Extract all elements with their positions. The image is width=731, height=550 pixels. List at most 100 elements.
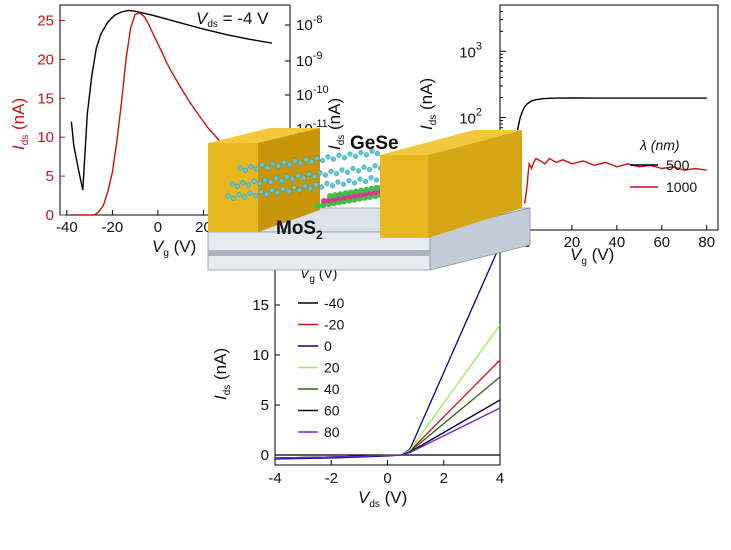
gese-layer (225, 148, 395, 201)
gese-atom (317, 170, 323, 176)
gese-atom (269, 187, 275, 194)
panel-b-x-tick-label: 40 (609, 234, 626, 251)
panel-b-x-label: Vg (V) (570, 245, 614, 267)
gese-atom (284, 174, 290, 180)
gese-atom (230, 195, 237, 201)
panel-c-series-line-5 (274, 399, 501, 459)
panel-a-y-label: Ids (nA) (9, 98, 31, 150)
gese-atom (344, 169, 351, 175)
panel-c-y-tick-label: 5 (261, 397, 269, 414)
panel-c-legend-entry: 40 (324, 381, 340, 397)
gese-atom (245, 182, 252, 188)
gese-atom (296, 187, 303, 193)
panel-c-y-tick-label: 10 (252, 347, 269, 364)
gese-atom (291, 185, 297, 191)
gese-atom (363, 152, 370, 158)
gese-atom (242, 167, 249, 173)
panel-c-series (274, 244, 501, 460)
gese-atom (270, 161, 276, 167)
gese-atom (274, 190, 281, 196)
panel-c-x-tick-label: 0 (383, 470, 391, 487)
gese-atom (295, 173, 301, 179)
panel-b-legend-entry: 500 (666, 157, 690, 173)
panel-a-y2-tick-label: 10-8 (296, 14, 322, 34)
panel-a-y-tick-label: 10 (37, 129, 54, 146)
mos2-atom (368, 185, 375, 192)
gese-atom (259, 162, 265, 168)
panel-b-series (512, 97, 707, 204)
panel-c-legend-entry: -20 (324, 317, 344, 333)
panel-b-legend-title: λ (nm) (639, 137, 680, 153)
panel-a-frame (59, 4, 291, 216)
gese-atom (328, 168, 334, 175)
mos2-atom (342, 190, 349, 197)
gese-atom (351, 180, 358, 186)
gese-atom (247, 190, 253, 196)
gese-atom (237, 165, 243, 171)
gese-atom (350, 166, 356, 172)
gese-atom (297, 160, 304, 166)
panel-a-y-tick-label: 15 (37, 90, 54, 107)
panel-a-y2-ticks: 10-810-910-1010-11 (285, 14, 329, 138)
mos2-atom (321, 198, 327, 204)
gese-atom (286, 162, 293, 168)
gese-atom (292, 158, 298, 164)
panel-c-x-ticks: -4 -2 0 2 4 (268, 460, 504, 487)
mos2-atom (353, 188, 359, 195)
gese-atom (355, 168, 362, 174)
gese-atom (300, 175, 307, 181)
panel-a-series-line-0 (70, 9, 272, 191)
panel-b-legend: λ (nm) 500 1000 (630, 137, 697, 195)
gese-atom (335, 179, 341, 185)
panel-c-series-line-3 (274, 324, 501, 459)
panel-b-y-label: Ids (nA) (417, 78, 439, 130)
panel-a-series (70, 9, 272, 216)
gese-atom (273, 175, 279, 182)
panel-b-frame (499, 4, 719, 231)
panel-c-legend-entry: -40 (324, 295, 344, 311)
gese-atom (314, 155, 320, 161)
right-electrode-top (380, 130, 522, 155)
panel-b-x-tick-label: 60 (653, 234, 670, 251)
gese-atom (303, 157, 309, 163)
panel-c-y-tick-label: 0 (261, 447, 269, 464)
panel-a-x-tick-label: 0 (154, 219, 162, 236)
panel-a-y-tick-label: 0 (46, 207, 54, 224)
panel-c-series-line-1 (274, 359, 501, 459)
gese-atom (278, 178, 285, 184)
gese-atom (275, 163, 282, 169)
panel-c-legend-entry: 0 (324, 338, 332, 354)
gese-atom (253, 166, 260, 172)
gese-atom (318, 184, 325, 190)
mos2-atom (337, 191, 344, 198)
gese-atom (347, 151, 353, 157)
panel-c-x-tick-label: 2 (440, 470, 448, 487)
gese-atom (325, 154, 331, 160)
gese-atom (302, 183, 308, 189)
gese-atom (352, 153, 359, 159)
panel-c-series-line-6 (274, 407, 501, 459)
gese-atom (267, 179, 274, 185)
gese-atom (225, 193, 231, 199)
panel-c-x-tick-label: 4 (496, 470, 504, 487)
gese-atom (252, 192, 259, 199)
gese-atom (264, 164, 271, 171)
gese-atom (357, 176, 363, 182)
gese-atom (324, 180, 330, 187)
gese-atom (285, 188, 292, 194)
gese-atom (240, 180, 246, 186)
panel-b-series-line-0 (512, 97, 707, 184)
gese-atom (362, 178, 369, 185)
panel-a-y-tick-label: 5 (46, 168, 54, 185)
mos2-atom (373, 184, 380, 191)
gese-atom (262, 177, 268, 183)
panel-b-x-tick-label: 80 (698, 234, 715, 251)
panel-c-x-tick-label: -4 (268, 470, 281, 487)
gese-atom (263, 191, 270, 197)
panel-c-legend-entry: 20 (324, 360, 340, 376)
